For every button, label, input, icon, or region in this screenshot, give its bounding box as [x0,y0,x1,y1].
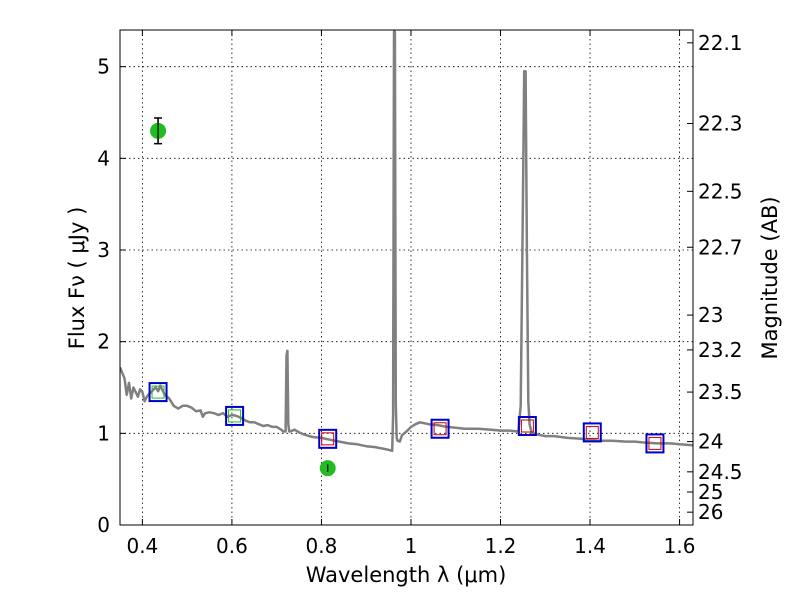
y2-tick-label: 26 [698,500,723,524]
model-inner-box [648,436,662,450]
model-spectrum-line [120,30,693,453]
y2-tick-label: 23 [698,303,723,327]
y-tick-label: 0 [97,513,110,537]
x-tick-label: 1.6 [664,534,696,558]
x-tick-label: 0.8 [306,534,338,558]
model-box [430,418,450,439]
y2-tick-label: 22.5 [698,179,743,203]
plot-frame [119,29,694,526]
model-box [318,428,338,449]
y-tick-label: 4 [97,146,110,170]
model-inner-box [585,425,599,439]
model-inner-box [151,385,165,399]
y2-axis-label: Magnitude (AB) [758,196,782,359]
model-inner-box [433,422,447,436]
y2-tick-label: 23.5 [698,380,743,404]
y2-tick-label: 23.2 [698,338,743,362]
y-tick-label: 1 [97,421,110,445]
axis-ticks: 0.4 0.6 0.8 1 1.2 1.4 1.601234522.122.322.522.… [97,30,743,558]
x-tick-label: 1.4 [574,534,606,558]
y2-tick-label: 25 [698,480,723,504]
model-box [517,416,537,436]
model-box [582,422,602,443]
y2-tick-label: 22.1 [698,31,743,55]
y-tick-label: 2 [97,330,110,354]
plot-area [120,30,693,477]
x-tick-label: 1 [405,534,418,558]
x-tick-label: 0.6 [216,534,248,558]
y2-tick-label: 22.7 [698,235,743,259]
y2-tick-label: 22.3 [698,112,743,136]
y-axis-label: Flux Fν ( μJy ) [65,207,89,350]
model-inner-box [228,409,242,423]
x-axis-label: Wavelength λ (μm) [306,563,507,587]
model-inner-box [520,419,534,433]
y2-tick-label: 24 [698,430,723,454]
y-tick-label: 5 [97,55,110,79]
model-box [225,405,245,426]
x-tick-label: 0.4 [126,534,158,558]
y2-tick-label: 24.5 [698,460,743,484]
y-tick-label: 3 [97,238,110,262]
model-box [645,433,665,454]
model-box [148,382,168,403]
grid [120,30,693,526]
x-tick-label: 1.2 [485,534,517,558]
model-inner-box [321,432,335,446]
